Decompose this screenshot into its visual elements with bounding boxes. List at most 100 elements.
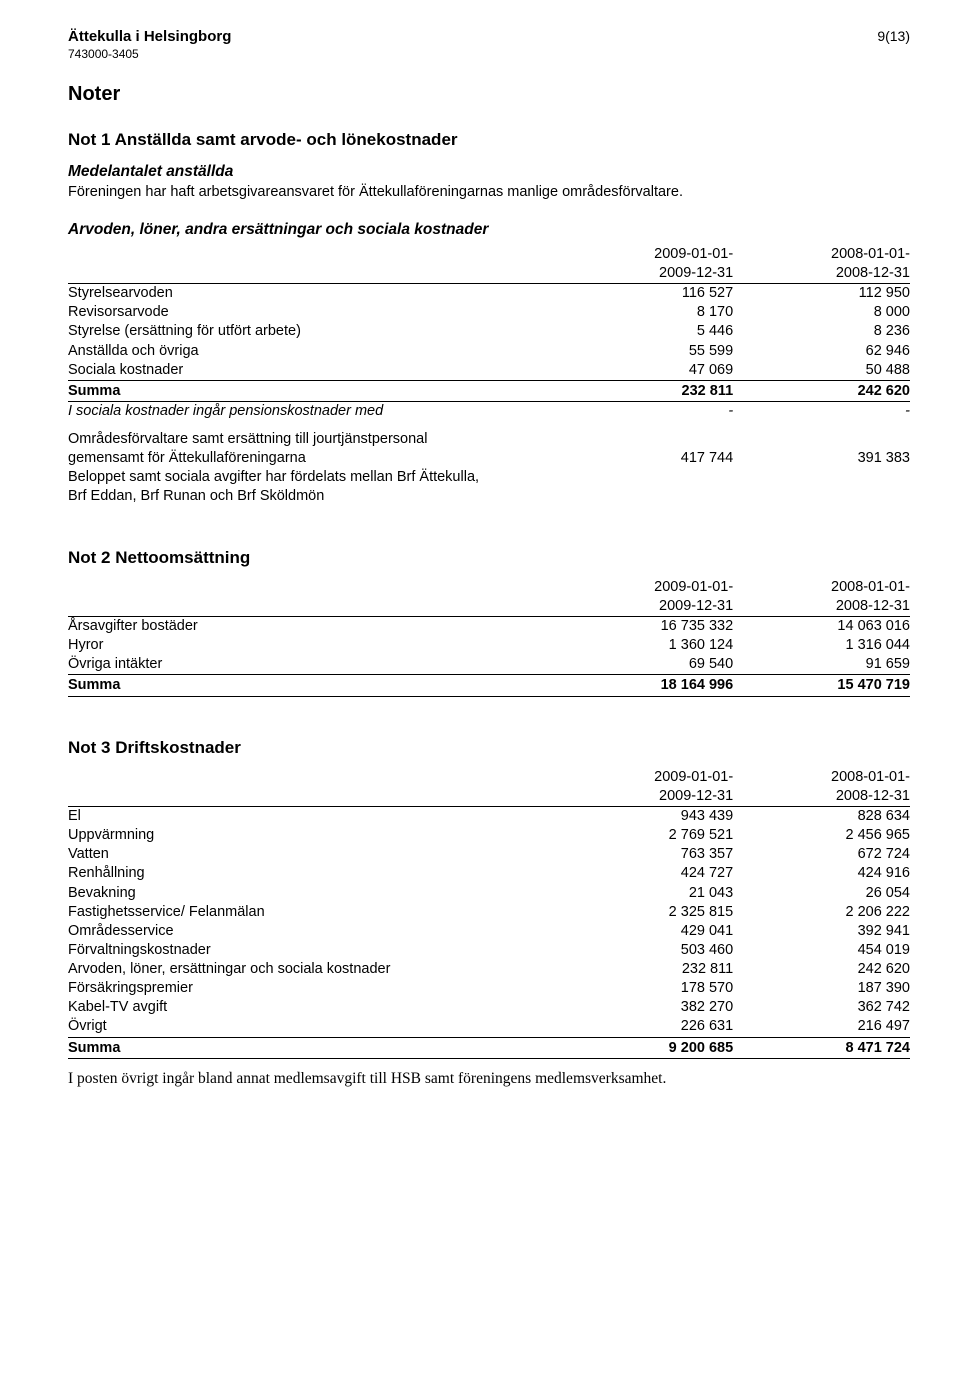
row-value-a: 503 460 (556, 941, 733, 960)
sum-b: 8 471 724 (733, 1037, 910, 1058)
row-value-b: 91 659 (733, 655, 910, 675)
row-value-a: 5 446 (556, 322, 733, 341)
pension-b: - (733, 401, 910, 421)
row-value-b: 50 488 (733, 361, 910, 381)
table-header-row: 2009-12-31 2008-12-31 (68, 597, 910, 617)
table-row: Styrelsearvoden116 527112 950 (68, 284, 910, 304)
table-row: Styrelse (ersättning för utfört arbete)5… (68, 322, 910, 341)
page-header: Ättekulla i Helsingborg 743000-3405 9(13… (68, 28, 910, 62)
note1-heading: Not 1 Anställda samt arvode- och lönekos… (68, 129, 910, 150)
period-b-top: 2008-01-01- (733, 766, 910, 787)
table-sum-row: Summa 9 200 685 8 471 724 (68, 1037, 910, 1058)
table-row: Hyror1 360 1241 316 044 (68, 636, 910, 655)
table-header-row: 2009-01-01- 2008-01-01- (68, 243, 910, 264)
note3-footnote: I posten övrigt ingår bland annat medlem… (68, 1069, 910, 1088)
row-value-b: 14 063 016 (733, 617, 910, 637)
table-row: Kabel-TV avgift382 270362 742 (68, 998, 910, 1017)
row-value-b: 392 941 (733, 922, 910, 941)
sum-a: 232 811 (556, 380, 733, 401)
header-orgnr: 743000-3405 (68, 47, 231, 62)
row-value-b: 828 634 (733, 807, 910, 827)
table-row: Renhållning424 727424 916 (68, 864, 910, 883)
note1-table: 2009-01-01- 2008-01-01- 2009-12-31 2008-… (68, 243, 910, 507)
pension-a: - (556, 401, 733, 421)
row-value-b: 2 456 965 (733, 826, 910, 845)
table-row: I sociala kostnader ingår pensionskostna… (68, 401, 910, 421)
row-label: Anställda och övriga (68, 342, 556, 361)
row-label: Försäkringspremier (68, 979, 556, 998)
row-value-a: 116 527 (556, 284, 733, 304)
table-row: Övrigt226 631216 497 (68, 1017, 910, 1037)
row-label: Arvoden, löner, ersättningar och sociala… (68, 960, 556, 979)
row-label: Styrelsearvoden (68, 284, 556, 304)
table-row: Uppvärmning2 769 5212 456 965 (68, 826, 910, 845)
header-left: Ättekulla i Helsingborg 743000-3405 (68, 28, 231, 62)
period-a-bot: 2009-12-31 (556, 787, 733, 807)
table-row: Sociala kostnader47 06950 488 (68, 361, 910, 381)
sum-label: Summa (68, 675, 556, 696)
period-a-top: 2009-01-01- (556, 576, 733, 597)
table-sum-row: Summa 18 164 996 15 470 719 (68, 675, 910, 696)
extra1-line2: gemensamt för Ättekullaföreningarna (68, 449, 556, 468)
row-label: Övrigt (68, 1017, 556, 1037)
table-row: Förvaltningskostnader503 460454 019 (68, 941, 910, 960)
row-label: Vatten (68, 845, 556, 864)
sum-label: Summa (68, 1037, 556, 1058)
pension-label: I sociala kostnader ingår pensionskostna… (68, 401, 556, 421)
note3-heading: Not 3 Driftskostnader (68, 737, 910, 758)
row-value-a: 8 170 (556, 303, 733, 322)
row-value-b: 8 236 (733, 322, 910, 341)
row-value-b: 187 390 (733, 979, 910, 998)
row-label: Uppvärmning (68, 826, 556, 845)
period-b-top: 2008-01-01- (733, 243, 910, 264)
row-value-a: 429 041 (556, 922, 733, 941)
row-value-a: 21 043 (556, 884, 733, 903)
sum-b: 242 620 (733, 380, 910, 401)
extra1-line1: Områdesförvaltare samt ersättning till j… (68, 430, 556, 449)
period-a-top: 2009-01-01- (556, 243, 733, 264)
row-value-a: 69 540 (556, 655, 733, 675)
period-b-bot: 2008-12-31 (733, 597, 910, 617)
row-label: Hyror (68, 636, 556, 655)
row-value-a: 232 811 (556, 960, 733, 979)
note2-heading: Not 2 Nettoomsättning (68, 547, 910, 568)
table-row: gemensamt för Ättekullaföreningarna 417 … (68, 449, 910, 468)
row-value-a: 1 360 124 (556, 636, 733, 655)
extra2-line1: Beloppet samt sociala avgifter har förde… (68, 468, 556, 487)
table-row: Beloppet samt sociala avgifter har förde… (68, 468, 910, 487)
row-value-b: 26 054 (733, 884, 910, 903)
table-row: El943 439828 634 (68, 807, 910, 827)
row-value-a: 55 599 (556, 342, 733, 361)
table-row: Övriga intäkter69 54091 659 (68, 655, 910, 675)
row-value-b: 454 019 (733, 941, 910, 960)
note1-sub2: Arvoden, löner, andra ersättningar och s… (68, 220, 910, 239)
row-label: El (68, 807, 556, 827)
row-label: Styrelse (ersättning för utfört arbete) (68, 322, 556, 341)
table-row: Anställda och övriga55 59962 946 (68, 342, 910, 361)
period-a-bot: 2009-12-31 (556, 597, 733, 617)
period-b-top: 2008-01-01- (733, 576, 910, 597)
table-sum-row: Summa 232 811 242 620 (68, 380, 910, 401)
table-row: Fastighetsservice/ Felanmälan2 325 8152 … (68, 903, 910, 922)
row-value-a: 382 270 (556, 998, 733, 1017)
row-label: Kabel-TV avgift (68, 998, 556, 1017)
note1-sub1: Medelantalet anställda (68, 162, 910, 181)
extra2-line2: Brf Eddan, Brf Runan och Brf Sköldmön (68, 487, 556, 506)
table-row: Bevakning21 04326 054 (68, 884, 910, 903)
row-label: Förvaltningskostnader (68, 941, 556, 960)
sum-a: 9 200 685 (556, 1037, 733, 1058)
page-number: 9(13) (877, 28, 910, 46)
row-label: Sociala kostnader (68, 361, 556, 381)
note1-sub1-text: Föreningen har haft arbetsgivareansvaret… (68, 183, 910, 201)
table-row: Vatten763 357672 724 (68, 845, 910, 864)
row-label: Renhållning (68, 864, 556, 883)
row-value-a: 47 069 (556, 361, 733, 381)
table-row: Försäkringspremier178 570187 390 (68, 979, 910, 998)
note3-table: 2009-01-01- 2008-01-01- 2009-12-31 2008-… (68, 766, 910, 1059)
sum-b: 15 470 719 (733, 675, 910, 696)
table-row: Områdesförvaltare samt ersättning till j… (68, 430, 910, 449)
row-label: Revisorsarvode (68, 303, 556, 322)
period-a-bot: 2009-12-31 (556, 264, 733, 284)
table-row: Områdesservice429 041392 941 (68, 922, 910, 941)
table-header-row: 2009-12-31 2008-12-31 (68, 264, 910, 284)
